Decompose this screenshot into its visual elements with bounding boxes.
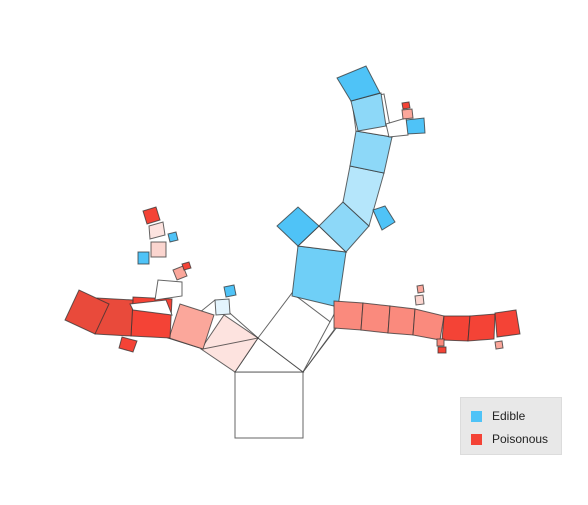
right-blue-4	[349, 130, 393, 174]
right-stub-2	[437, 346, 447, 354]
right-blue-1	[291, 245, 347, 308]
left-red-tip	[181, 261, 192, 271]
poisonous-swatch	[471, 433, 482, 445]
right-red-3	[387, 305, 416, 336]
right-joint-3	[385, 117, 409, 138]
left-red-c-0	[64, 289, 110, 335]
left-blue-small	[137, 251, 150, 265]
right-red-4	[412, 308, 445, 341]
right-stub-4	[416, 284, 425, 294]
left-top-red	[142, 206, 161, 225]
legend-item-edible: Edible	[471, 408, 525, 424]
left-pink-1	[150, 241, 167, 258]
legend-item-poisonous: Poisonous	[471, 431, 548, 447]
right-blue-side	[405, 117, 426, 135]
left-branch-2	[168, 303, 215, 350]
right-pink-tip	[401, 108, 414, 120]
legend-label-edible: Edible	[492, 409, 526, 423]
right-red-1	[333, 300, 364, 331]
right-red-tip	[401, 101, 411, 110]
left-joint-c	[154, 279, 183, 301]
right-stub-5	[494, 340, 504, 350]
right-blue-tip	[372, 205, 396, 231]
legend-label-poisonous: Poisonous	[492, 432, 549, 446]
right-red-2	[360, 302, 391, 334]
right-red-7	[494, 309, 521, 338]
edible-swatch	[471, 410, 482, 422]
left-red-small	[118, 336, 138, 353]
left-blue-tip	[167, 231, 179, 243]
left-joint-b	[129, 299, 173, 316]
right-red-5	[441, 315, 471, 342]
legend: Edible Poisonous	[460, 397, 562, 455]
right-blue-top	[336, 65, 381, 102]
left-blue-tip-2	[223, 284, 237, 298]
right-stub-3	[414, 294, 425, 306]
root-square	[234, 371, 304, 439]
right-red-6	[467, 313, 496, 342]
right-stub-1	[436, 338, 445, 347]
left-light-1	[214, 298, 231, 316]
left-pink-2	[148, 221, 166, 240]
